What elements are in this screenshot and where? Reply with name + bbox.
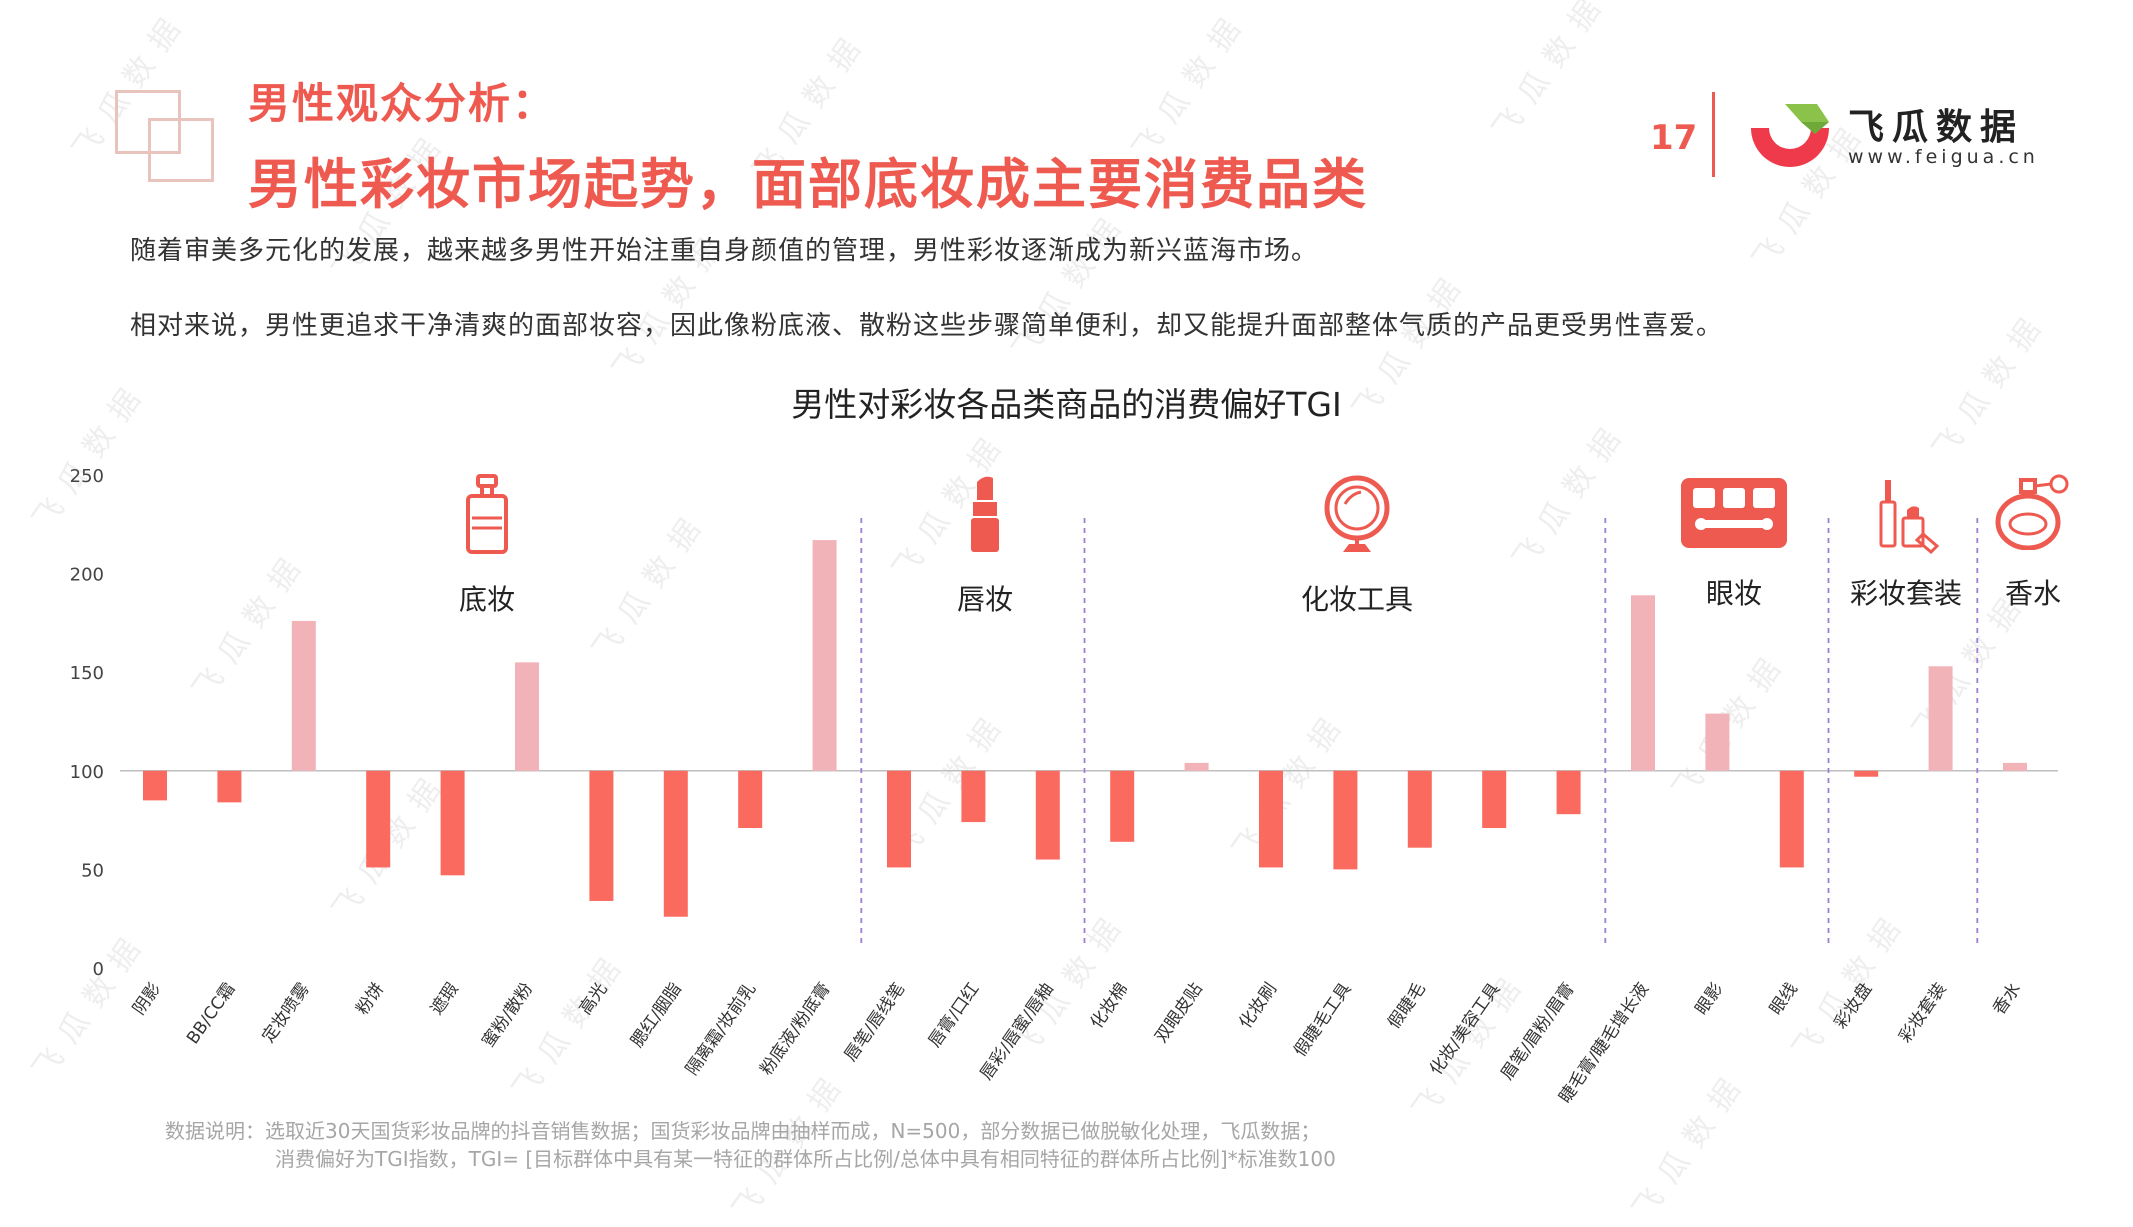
x-tick-label: 眼影 bbox=[1692, 979, 1728, 1018]
bar bbox=[1854, 770, 1879, 777]
x-tick-label: 腮红/胭脂 bbox=[627, 979, 686, 1051]
bar bbox=[1928, 666, 1953, 771]
x-tick-label: 唇膏/口红 bbox=[924, 979, 983, 1051]
bar bbox=[663, 770, 688, 917]
bar bbox=[515, 662, 539, 771]
header-divider bbox=[1712, 92, 1715, 177]
bar bbox=[589, 770, 614, 901]
x-tick-label: 蜜粉/散粉 bbox=[478, 979, 537, 1051]
bar bbox=[1259, 770, 1283, 868]
bar bbox=[887, 770, 911, 868]
intro-paragraph-2: 相对来说，男性更追求干净清爽的面部妆容，因此像粉底液、散粉这些步骤简单便利，却又… bbox=[130, 311, 1724, 341]
y-tick-label: 150 bbox=[70, 663, 104, 684]
x-tick-label: 眼线 bbox=[1766, 979, 1802, 1018]
y-tick-label: 250 bbox=[70, 466, 104, 487]
intro-paragraph-1: 随着审美多元化的发展，越来越多男性开始注重自身颜值的管理，男性彩妆逐渐成为新兴蓝… bbox=[130, 236, 1319, 266]
bar bbox=[1631, 595, 1655, 771]
bar bbox=[1556, 770, 1581, 815]
footnote-line-1: 数据说明：选取近30天国货彩妆品牌的抖音销售数据；国货彩妆品牌由抽样而成，N=5… bbox=[165, 1119, 1321, 1143]
group-label: 化妆工具 bbox=[1300, 583, 1414, 616]
group-label: 彩妆套装 bbox=[1849, 577, 1963, 610]
perfume-icon bbox=[1995, 474, 2069, 550]
bar bbox=[366, 770, 391, 868]
group-label: 眼妆 bbox=[1705, 577, 1763, 610]
header-decoration bbox=[115, 90, 215, 182]
x-tick-label: 假睫毛工具 bbox=[1290, 979, 1355, 1060]
bar bbox=[1333, 770, 1358, 870]
eyeshadow-palette-icon bbox=[1681, 478, 1787, 548]
group-label: 底妆 bbox=[458, 583, 516, 616]
makeup-set-icon bbox=[1879, 480, 1939, 554]
x-tick-label: 粉饼 bbox=[352, 979, 388, 1018]
y-tick-label: 50 bbox=[81, 860, 104, 881]
y-tick-label: 100 bbox=[70, 762, 104, 783]
bar bbox=[291, 620, 316, 771]
x-tick-label: 假睫毛 bbox=[1384, 979, 1430, 1032]
x-tick-label: BB/CC霜 bbox=[183, 979, 239, 1048]
bar bbox=[143, 770, 167, 801]
section-kicker: 男性观众分析： bbox=[248, 79, 557, 128]
x-tick-label: 高光 bbox=[576, 979, 612, 1018]
bar bbox=[217, 770, 242, 803]
mirror-icon bbox=[1324, 475, 1390, 552]
lipstick-icon bbox=[971, 476, 999, 552]
bar bbox=[1705, 713, 1730, 771]
x-tick-label: 唇彩/唇蜜/唇釉 bbox=[976, 979, 1057, 1083]
tgi-bar-chart: 0 50 100 150 200 250 阴影 BB/CC霜 定妆喷雾 粉饼 遮瑕 蜜粉/散粉 高光 腮红… bbox=[70, 466, 2058, 1107]
bar bbox=[961, 770, 986, 823]
bar bbox=[440, 770, 465, 876]
group-label: 唇妆 bbox=[956, 583, 1014, 616]
foundation-bottle-icon bbox=[466, 474, 508, 554]
footnote-line-2: 消费偏好为TGI指数，TGI= [目标群体中具有某一特征的群体所占比例/总体中具… bbox=[275, 1147, 1336, 1171]
group-label: 香水 bbox=[2004, 577, 2062, 610]
x-tick-label: 香水 bbox=[1989, 979, 2025, 1018]
x-tick-label: 彩妆套装 bbox=[1895, 979, 1950, 1046]
deco-square bbox=[148, 118, 214, 182]
x-tick-label: 阴影 bbox=[129, 979, 165, 1018]
feigua-logo-icon bbox=[1751, 104, 1829, 167]
x-tick-label: 化妆刷 bbox=[1235, 979, 1281, 1032]
bar bbox=[1779, 770, 1804, 868]
page-title: 男性彩妆市场起势，面部底妆成主要消费品类 bbox=[248, 153, 1368, 216]
page-number: 17 bbox=[1650, 118, 1698, 158]
y-tick-label: 200 bbox=[70, 565, 104, 586]
bar bbox=[1110, 770, 1135, 842]
bar bbox=[1407, 770, 1432, 848]
bar bbox=[2003, 762, 2027, 771]
chart-title: 男性对彩妆各品类商品的消费偏好TGI bbox=[791, 385, 1342, 424]
brand-url: www.feigua.cn bbox=[1848, 146, 2039, 168]
x-tick-label: 唇笔/唇线笔 bbox=[841, 979, 909, 1065]
x-tick-label: 定妆喷雾 bbox=[259, 979, 314, 1046]
y-tick-label: 0 bbox=[93, 959, 104, 980]
bar bbox=[1184, 762, 1209, 771]
bar bbox=[738, 770, 763, 828]
bar bbox=[812, 540, 837, 771]
bar bbox=[1482, 770, 1507, 828]
x-tick-label: 隔离霜/妆前乳 bbox=[682, 979, 760, 1079]
x-tick-label: 粉底液/粉底膏 bbox=[756, 979, 835, 1079]
x-tick-label: 遮瑕 bbox=[427, 979, 463, 1018]
x-tick-label: 彩妆盘 bbox=[1831, 979, 1877, 1032]
x-tick-label: 化妆棉 bbox=[1087, 979, 1133, 1032]
x-tick-label: 双眼皮贴 bbox=[1151, 979, 1206, 1046]
brand-name: 飞瓜数据 bbox=[1848, 107, 2025, 148]
x-tick-label: 化妆/美容工具 bbox=[1426, 979, 1504, 1079]
bar bbox=[1035, 770, 1060, 860]
x-tick-label: 眉笔/眉粉/眉膏 bbox=[1496, 979, 1578, 1084]
